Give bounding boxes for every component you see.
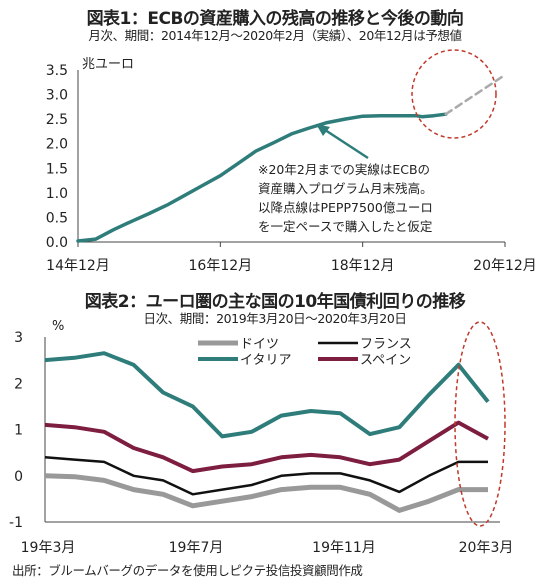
chart1-annotation: ※20年2月までの実線はECBの資産購入プログラム月末残高。以降点線はPEPP7…	[258, 162, 433, 234]
chart2-series-line	[44, 420, 489, 474]
chart2-x-tick-label: 19年7月	[169, 540, 224, 556]
chart1-y-tick-label: 1.5	[46, 161, 68, 177]
source-footnote: 出所：ブルームバーグのデータを使用しピクテ投信投資顧問作成	[12, 563, 363, 578]
chart2-series-line	[44, 473, 488, 513]
chart1-annotation-arrowhead	[316, 124, 330, 136]
chart2-title: 図表2：ユーロ圏の主な国の10年国債利回りの推移	[84, 292, 466, 312]
chart1-annotation-line: を一定ペースで購入したと仮定	[258, 219, 432, 234]
chart1-x-tick-label: 18年12月	[331, 258, 395, 274]
chart1-y-tick-label: 2.5	[46, 112, 68, 128]
chart2-series-line	[44, 351, 490, 439]
chart1-y-tick-label: 3.5	[46, 63, 68, 79]
chart2-series-line	[44, 456, 488, 496]
chart2-y-tick-label: -1	[9, 515, 23, 531]
chart1-annotation-line: 以降点線はPEPP7500億ユーロ	[258, 200, 433, 215]
chart2-y-tick-label: 3	[14, 330, 23, 346]
chart2-legend-label: イタリア	[240, 353, 291, 368]
chart2-subtitle: 日次、期間：2019年3月20日～2020年3月20日	[143, 311, 407, 326]
chart1-title: 図表1：ECBの資産購入の残高の推移と今後の動向	[86, 9, 464, 29]
chart1-x-tick-label: 20年12月	[473, 258, 537, 274]
chart1-projection-line	[444, 73, 507, 116]
chart1-y-tick-label: 0.0	[46, 235, 68, 251]
chart1-actual-line	[76, 112, 448, 243]
chart2-legend-label: フランス	[360, 337, 412, 352]
chart2-y-tick-label: 0	[14, 469, 23, 485]
chart1-y-tick-label: 3.0	[46, 88, 68, 104]
chart1-y-axis-unit: 兆ユーロ	[82, 57, 134, 72]
chart1-y-tick-label: 1.0	[46, 186, 68, 202]
chart2-y-tick-label: 1	[14, 423, 23, 439]
chart1-annotation-arrow	[321, 126, 369, 160]
chart2-x-tick-label: 19年11月	[312, 540, 376, 556]
chart2-legend-label: ドイツ	[240, 337, 279, 352]
chart2-y-axis-unit: %	[52, 319, 64, 334]
chart1-y-tick-label: 0.5	[46, 210, 68, 226]
chart2-highlight-circle	[454, 321, 506, 527]
chart2-x-tick-label: 19年3月	[21, 540, 76, 556]
chart1-x-tick-label: 14年12月	[46, 258, 110, 274]
chart1-highlight-circle	[411, 49, 497, 139]
chart1-subtitle: 月次、期間：2014年12月～2020年2月（実績）、20年12月は予想値	[88, 28, 462, 43]
chart1-y-tick-label: 2.0	[46, 137, 68, 153]
chart2-legend-label: スペイン	[360, 353, 411, 368]
chart1-annotation-line: 資産購入プログラム月末残高。	[258, 181, 433, 196]
chart2-x-tick-label: 20年3月	[459, 540, 514, 556]
chart1-annotation-line: ※20年2月までの実線はECBの	[258, 162, 430, 177]
chart1-x-tick-label: 16年12月	[189, 258, 253, 274]
chart2-y-tick-label: 2	[14, 376, 23, 392]
